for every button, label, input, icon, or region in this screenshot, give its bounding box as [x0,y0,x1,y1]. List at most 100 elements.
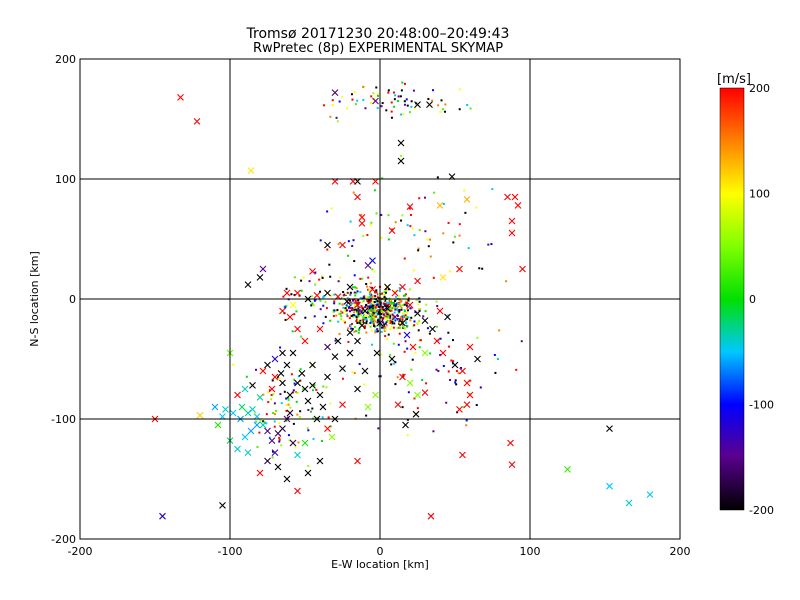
scatter-dot [400,300,403,303]
scatter-dot [278,422,281,425]
scatter-dot [364,318,367,321]
scatter-cross [324,343,331,351]
scatter-dot [455,369,458,372]
scatter-dot [384,314,387,317]
scatter-dot [363,383,366,386]
scatter-dot [393,98,396,101]
grid-lines [80,59,680,539]
scatter-dot [336,297,339,300]
scatter-dot [321,275,324,278]
scatter-dot [353,372,356,375]
scatter-dot [400,89,403,92]
scatter-dot [292,422,295,425]
scatter-dot [458,234,461,237]
scatter-cross [421,389,429,396]
scatter-dot [385,303,388,306]
scatter-dot [388,301,391,304]
scatter-cross [324,425,331,432]
scatter-cross [304,469,312,477]
scatter-dot [403,82,406,85]
scatter-dot [386,319,389,322]
scatter-dot [410,307,413,310]
scatter-cross [271,449,279,456]
scatter-dot [394,361,397,364]
scatter-cross [384,283,391,291]
scatter-dot [377,312,380,315]
scatter-dot [360,305,363,308]
scatter-dot [372,323,375,326]
scatter-dot [398,287,401,290]
scatter-dot [372,318,375,321]
x-tick-labels: -200 -100 0 100 200 [68,545,691,558]
scatter-dot [354,294,357,297]
scatter-dot [259,419,262,422]
scatter-cross [403,331,411,339]
scatter-dot [455,383,458,386]
scatter-dot [322,296,325,299]
scatter-dot [375,309,378,312]
scatter-dot [391,317,394,320]
scatter-cross [177,94,184,101]
scatter-dot [287,434,290,437]
scatter-dot [360,213,363,216]
scatter-dot [418,197,421,200]
scatter-dot [353,274,356,277]
scatter-dot [370,300,373,303]
scatter-cross [504,193,511,201]
scatter-dot [398,299,401,302]
scatter-cross [409,343,417,351]
scatter-dot [345,292,348,295]
scatter-dot [366,234,369,237]
scatter-dot [319,308,322,311]
scatter-cross [439,349,447,357]
scatter-dot [403,100,406,103]
scatter-dot [347,240,350,243]
scatter-cross [264,427,271,435]
scatter-cross [369,286,376,293]
scatter-dot [285,397,288,400]
scatter-dot [297,375,300,378]
scatter-dot [345,313,348,316]
scatter-dot [363,315,366,318]
scatter-dot [403,103,406,106]
scatter-dot [445,401,448,404]
scatter-cross [301,337,309,345]
scatter-dot [291,330,294,333]
scatter-dot [311,302,314,305]
scatter-dot [346,315,349,318]
scatter-dot [360,311,363,314]
scatter-cross [309,361,316,369]
scatter-dot [371,321,374,324]
scatter-cross [193,118,201,125]
scatter-dot [270,394,273,397]
scatter-dot [498,329,501,332]
scatter-dot [322,385,325,388]
scatter-dot [412,89,415,92]
scatter-cross [283,475,291,483]
scatter-cross [456,406,463,413]
scatter-dot [396,100,399,103]
scatter-dot [382,321,385,324]
scatter-dot [383,291,386,294]
scatter-dot [449,379,452,382]
scatter-cross [394,401,402,408]
scatter-cross [444,313,451,321]
scatter-dot [393,304,396,307]
scatter-dot [278,440,281,443]
scatter-dot [413,234,416,237]
scatter-dot [465,424,468,427]
scatter-cross [625,499,633,507]
scatter-cross [339,241,346,249]
scatter-dot [369,321,372,324]
scatter-dot [273,420,276,423]
scatter-dot [370,303,373,306]
scatter-dot [390,325,393,328]
scatter-dot [367,323,370,326]
scatter-cross [277,370,285,377]
scatter-dot [341,377,344,380]
scatter-dot [406,311,409,314]
scatter-dot [294,446,297,449]
scatter-dot [354,103,357,106]
x-tick-label: 200 [670,545,691,558]
scatter-dot [426,327,429,330]
